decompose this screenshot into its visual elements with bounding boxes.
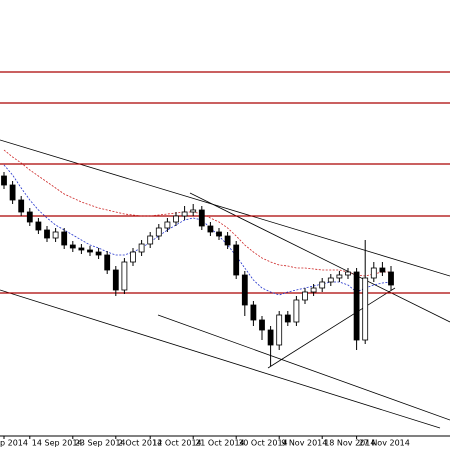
candle-body bbox=[155, 227, 162, 237]
candle-body bbox=[181, 211, 188, 217]
candle-body bbox=[276, 314, 283, 346]
x-tick-label: 2 Oct 2014 bbox=[118, 439, 162, 448]
candle-body bbox=[52, 231, 59, 239]
candle-body bbox=[44, 229, 50, 239]
candle-body bbox=[147, 235, 154, 245]
moving-average bbox=[3, 164, 392, 296]
candle-body bbox=[104, 254, 111, 271]
candle-body bbox=[379, 267, 386, 273]
candle-body bbox=[362, 277, 369, 341]
candle-body bbox=[87, 249, 93, 253]
candle-body bbox=[130, 251, 136, 263]
x-tick-label: 12 Oct 2014 bbox=[152, 439, 201, 448]
candle-body bbox=[198, 209, 205, 227]
candle-body bbox=[327, 277, 334, 283]
candle-body bbox=[18, 199, 25, 213]
candle-body bbox=[190, 209, 197, 213]
candle-body bbox=[95, 251, 102, 256]
x-tick-label: 9 Nov 2014 bbox=[281, 439, 327, 448]
candle-body bbox=[250, 304, 257, 321]
x-tick-label: 30 Oct 2014 bbox=[238, 439, 287, 448]
x-tick-label: 18 Nov 2014 bbox=[324, 439, 375, 448]
candle-body bbox=[241, 274, 248, 306]
candle-body bbox=[267, 329, 274, 346]
moving-average bbox=[3, 149, 391, 277]
candle-body bbox=[138, 243, 145, 253]
candle-body bbox=[173, 215, 179, 223]
x-tick-label: 23 Sep 2014 bbox=[75, 439, 126, 448]
candle-body bbox=[302, 291, 308, 301]
trendline bbox=[157, 314, 450, 421]
candle-body bbox=[164, 221, 171, 229]
trendline bbox=[0, 289, 441, 429]
candle-body bbox=[1, 175, 7, 186]
candle-body bbox=[207, 225, 214, 233]
axis-band bbox=[0, 436, 450, 450]
x-tick-label: 27 Nov 2014 bbox=[359, 439, 410, 448]
x-tick-label: 21 Oct 2014 bbox=[195, 439, 244, 448]
candle-body bbox=[9, 184, 16, 201]
candle-body bbox=[293, 299, 300, 323]
candle-body bbox=[370, 267, 377, 279]
candle-body bbox=[310, 287, 317, 293]
trendline bbox=[189, 192, 450, 323]
candle-body bbox=[353, 271, 360, 341]
candle-body bbox=[233, 244, 240, 276]
candle-body bbox=[216, 231, 222, 237]
x-tick-label: 14 Sep 2014 bbox=[32, 439, 83, 448]
candle-body bbox=[388, 271, 394, 286]
candle-body bbox=[345, 271, 351, 276]
trendlines bbox=[0, 139, 450, 429]
candle-body bbox=[61, 231, 68, 246]
candle-body bbox=[35, 221, 42, 231]
candle-body bbox=[112, 269, 119, 291]
candle-body bbox=[259, 319, 265, 331]
trendline bbox=[267, 287, 396, 369]
x-tick-label: p 2014 bbox=[0, 439, 28, 448]
candle-body bbox=[26, 211, 33, 223]
candle-body bbox=[121, 261, 128, 291]
candle-body bbox=[78, 247, 85, 251]
trendline bbox=[0, 139, 450, 277]
candle-body bbox=[319, 281, 326, 289]
candle-body bbox=[224, 235, 231, 246]
candle-body bbox=[284, 314, 291, 323]
candle-body bbox=[336, 274, 343, 279]
candle-body bbox=[69, 244, 76, 249]
